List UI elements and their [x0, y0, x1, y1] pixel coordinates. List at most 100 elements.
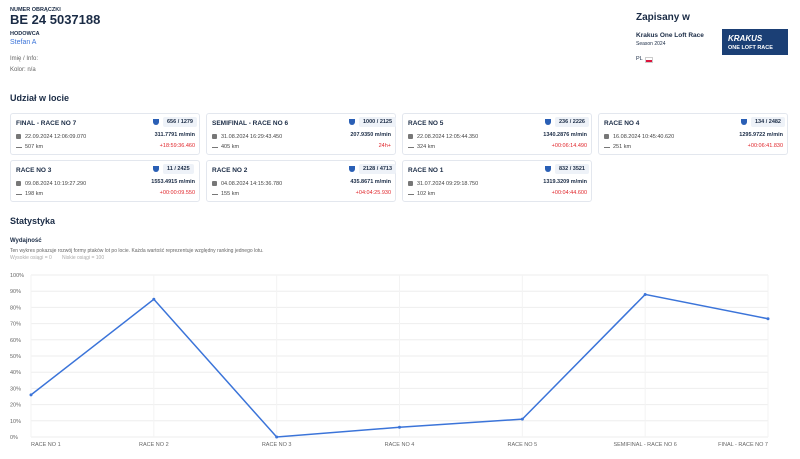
- distance-icon: [212, 194, 218, 195]
- date: 04.08.2024 14:15:36.780: [221, 181, 283, 187]
- point: [766, 317, 770, 321]
- y-tick-label: 100%: [10, 273, 24, 279]
- y-tick-label: 40%: [10, 370, 21, 376]
- calendar-icon: [408, 181, 413, 186]
- point: [398, 425, 401, 429]
- distance: 102 km: [417, 191, 436, 197]
- date: 22.09.2024 12:06:09.070: [25, 134, 87, 140]
- race-card[interactable]: RACE NO 5 236 / 2226 22.08.2024 12:05:44.3…: [402, 113, 592, 155]
- logo: KRAKUS ONE LOFT RACE: [722, 29, 788, 55]
- distance: 507 km: [25, 144, 44, 150]
- point: [29, 393, 33, 397]
- distance-icon: [16, 147, 22, 148]
- x-tick-label: RACE NO 1: [31, 442, 61, 448]
- country: PL: [636, 56, 643, 62]
- race-name: RACE NO 3: [16, 167, 52, 174]
- subtitle: Wydajność: [10, 238, 42, 244]
- chart: 0% 10% 20% 30% 40% 50% 60% 70% 80% 90% 100% RACE NO…: [10, 273, 770, 448]
- race-name: RACE NO 5: [408, 120, 444, 127]
- delay: +18:59:36.460: [159, 143, 195, 149]
- race-card[interactable]: RACE NO 3 11 / 2425 09.08.2024 10:19:27.29…: [10, 160, 200, 202]
- section-title: Udział w locie: [10, 93, 70, 103]
- point: [275, 435, 279, 439]
- section-title: Statystyka: [10, 216, 56, 226]
- trophy-icon: [545, 119, 551, 125]
- delay: +00:04:44.600: [551, 190, 587, 196]
- speed: 1319.3209 m/min: [543, 179, 587, 185]
- breeder[interactable]: Stefan A: [10, 39, 37, 46]
- y-tick-label: 10%: [10, 419, 21, 425]
- x-tick-label: RACE NO 5: [508, 442, 538, 448]
- race-name: FINAL - RACE NO 7: [16, 120, 77, 127]
- distance-icon: [408, 194, 414, 195]
- rank: 134 / 2482: [751, 117, 785, 127]
- distance-icon: [212, 147, 218, 148]
- label: NUMER OBRĄCZKI: [10, 7, 61, 13]
- trophy-icon: [349, 119, 355, 125]
- calendar-icon: [604, 134, 609, 139]
- date: 16.08.2024 10:45:40.620: [613, 134, 675, 140]
- x-tick-label: FINAL - RACE NO 7: [718, 442, 768, 448]
- rank: 656 / 1279: [163, 117, 197, 127]
- date: 31.07.2024 09:29:18.750: [417, 181, 479, 187]
- season: Season 2024: [636, 41, 666, 47]
- speed: 435.8671 m/min: [350, 179, 391, 185]
- delay: +00:06:14.490: [551, 143, 587, 149]
- date: 22.08.2024 12:05:44.350: [417, 134, 479, 140]
- point: [643, 292, 647, 296]
- delay: +00:00:09.550: [159, 190, 195, 196]
- distance-icon: [16, 194, 22, 195]
- race: Krakus One Loft Race: [636, 32, 704, 39]
- race-name: SEMIFINAL - RACE NO 6: [212, 120, 289, 127]
- y-tick-label: 0%: [10, 435, 18, 441]
- race-card[interactable]: RACE NO 2 2128 / 4713 04.08.2024 14:15:36.…: [206, 160, 397, 202]
- speed: 311.7791 m/min: [154, 132, 195, 138]
- rank: 832 / 3521: [555, 164, 589, 174]
- trophy-icon: [153, 119, 159, 125]
- y-tick-label: 20%: [10, 403, 21, 409]
- x-tick-label: RACE NO 3: [262, 442, 292, 448]
- legend-low: Niskie osiągi = 100: [62, 255, 105, 261]
- label: HODOWCA: [10, 31, 40, 37]
- y-tick-label: 90%: [10, 289, 21, 295]
- y-tick-label: 70%: [10, 322, 21, 328]
- distance-icon: [408, 147, 414, 148]
- race-card[interactable]: SEMIFINAL - RACE NO 6 1000 / 2125 31.08.20…: [206, 113, 397, 155]
- speed: 1553.4915 m/min: [151, 179, 195, 185]
- legend-high: Wysokie osiągi = 0: [10, 255, 52, 261]
- trophy-icon: [741, 119, 747, 125]
- race-card[interactable]: RACE NO 1 832 / 3521 31.07.2024 09:29:18.7…: [402, 160, 592, 202]
- speed: 1295.9722 m/min: [739, 132, 783, 138]
- distance-icon: [604, 147, 610, 148]
- race-card[interactable]: RACE NO 4 134 / 2482 16.08.2024 10:45:40.6…: [598, 113, 788, 155]
- race-card[interactable]: FINAL - RACE NO 7 656 / 1279 22.09.2024 12…: [10, 113, 200, 155]
- logo-text: ONE LOFT RACE: [728, 45, 773, 51]
- calendar-icon: [408, 134, 413, 139]
- logo-text: KRAKUS: [728, 34, 763, 43]
- rank: 1000 / 2125: [359, 117, 397, 127]
- distance: 324 km: [417, 144, 436, 150]
- date: 31.08.2024 16:29:43.450: [221, 134, 283, 140]
- x-tick-label: RACE NO 2: [139, 442, 169, 448]
- race-name: RACE NO 4: [604, 120, 640, 127]
- color: Kolor: n/a: [10, 67, 36, 73]
- description: Ten wykres pokazuje rozwój formy ptaków …: [10, 248, 264, 254]
- calendar-icon: [16, 134, 21, 139]
- calendar-icon: [212, 181, 217, 186]
- trophy-icon: [153, 166, 159, 172]
- rank: 236 / 2226: [555, 117, 589, 127]
- registered-title: Zapisany w: [636, 12, 690, 23]
- distance: 198 km: [25, 191, 44, 197]
- x-tick-label: SEMIFINAL - RACE NO 6: [613, 442, 676, 448]
- distance: 251 km: [613, 144, 632, 150]
- point: [520, 417, 524, 421]
- x-tick-label: RACE NO 4: [385, 442, 415, 448]
- delay: 24h+: [378, 143, 391, 149]
- speed: 207.9350 m/min: [350, 132, 391, 138]
- y-tick-label: 80%: [10, 305, 21, 311]
- rank: 2128 / 4713: [359, 164, 397, 174]
- flag: [645, 57, 653, 63]
- calendar-icon: [16, 181, 21, 186]
- ring: BE 24 5037188: [10, 12, 101, 27]
